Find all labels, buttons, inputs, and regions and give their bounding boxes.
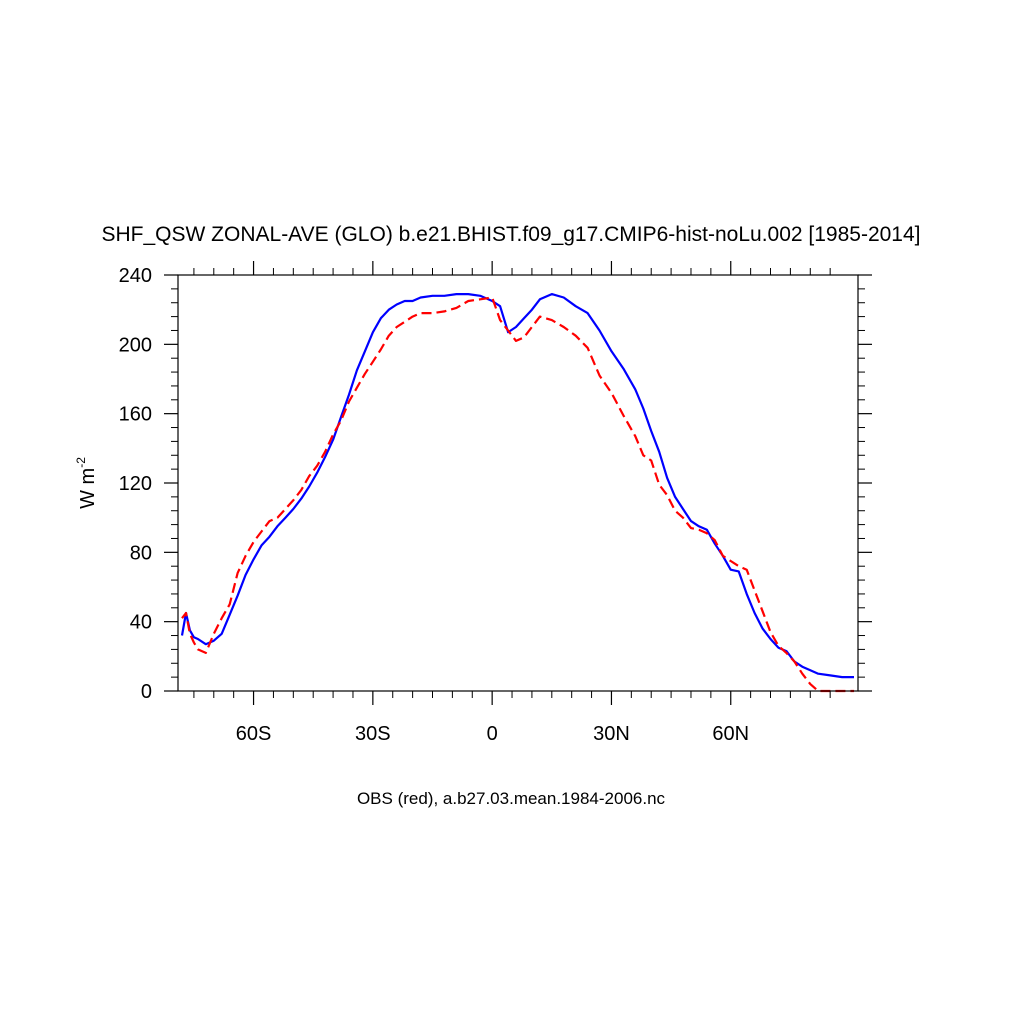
x-tick-label: 30S: [355, 723, 391, 745]
series-line-obs: [181, 296, 854, 693]
y-axis-label-exponent: -2: [74, 457, 88, 468]
y-axis-label: W m-2: [74, 457, 99, 509]
plot-area: 0 40 80 120 160 200 240 60S 30S 0 30N 60N: [119, 261, 872, 745]
x-axis-caption: OBS (red), a.b27.03.mean.1984-2006.nc: [357, 789, 666, 808]
x-tick-label: 30N: [593, 723, 630, 745]
y-tick-label: 120: [119, 473, 152, 495]
y-tick-label: 40: [130, 612, 152, 634]
y-tick-label: 0: [141, 681, 152, 703]
y-tick-label: 80: [130, 542, 152, 564]
plot-frame: [177, 274, 859, 692]
chart-title: SHF_QSW ZONAL-AVE (GLO) b.e21.BHIST.f09_…: [102, 223, 921, 246]
series-line-model: [180, 293, 854, 679]
y-tick-label: 160: [119, 404, 152, 426]
x-tick-label: 60N: [712, 723, 749, 745]
x-tick-label: 60S: [236, 723, 272, 745]
y-tick-label: 240: [119, 265, 152, 287]
y-tick-label: 200: [119, 334, 152, 356]
y-axis-label-base: W m: [77, 468, 99, 509]
x-tick-label: 0: [487, 723, 498, 745]
